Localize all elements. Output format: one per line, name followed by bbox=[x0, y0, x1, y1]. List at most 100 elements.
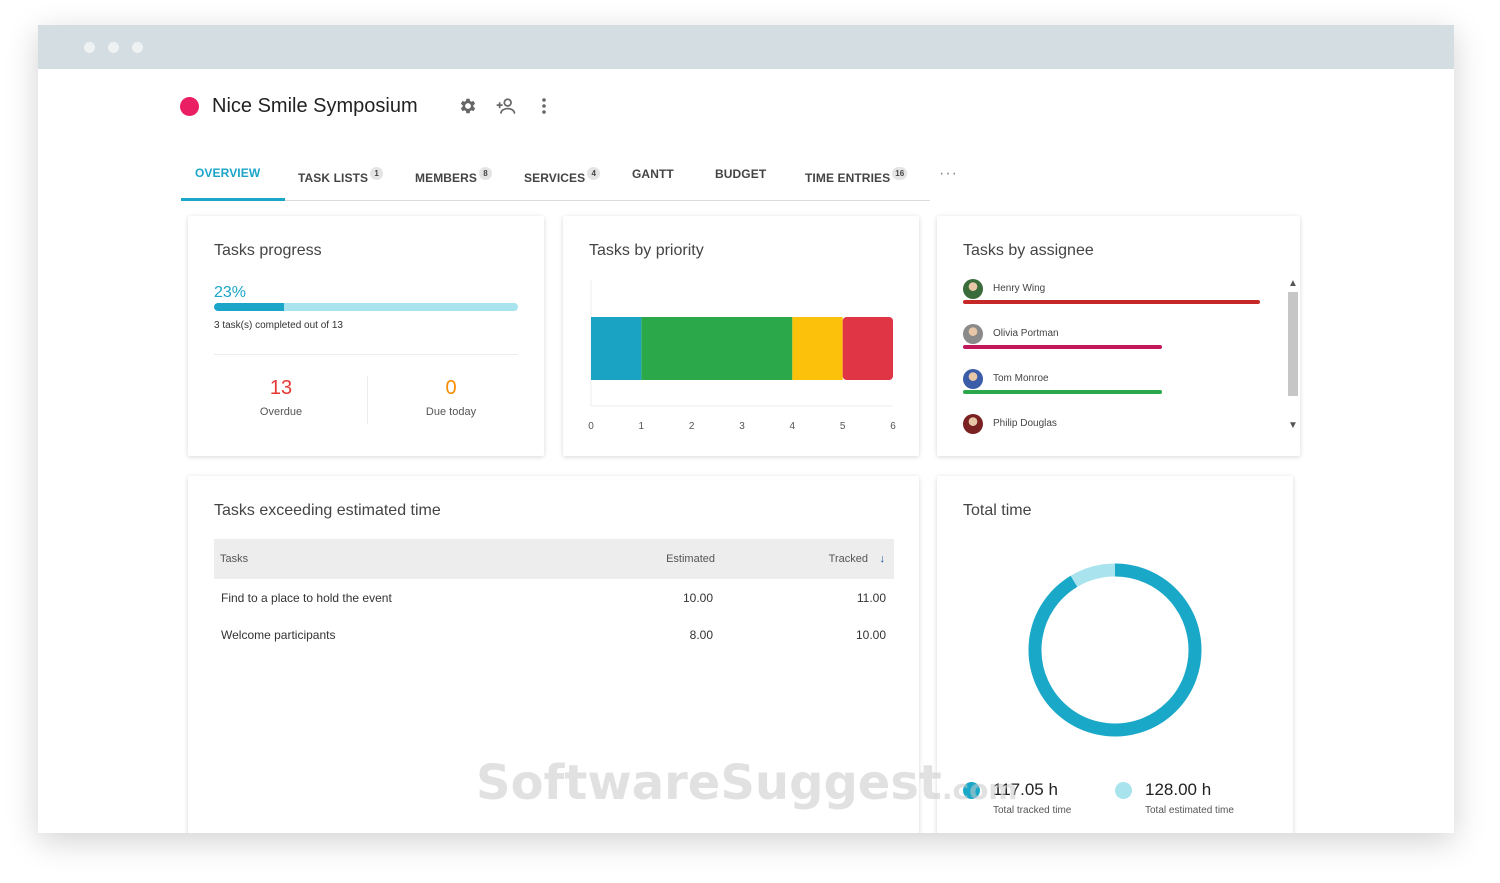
donut-slice[interactable] bbox=[1028, 563, 1202, 737]
card-title: Tasks exceeding estimated time bbox=[214, 502, 441, 519]
estimated-label: Total estimated time bbox=[1145, 805, 1234, 816]
table-row[interactable]: Find to a place to hold the event 10.00 … bbox=[214, 579, 894, 616]
tasks-progress-card: Tasks progress 23% 3 task(s) completed o… bbox=[188, 216, 544, 456]
due-today-count: 0 bbox=[445, 377, 457, 399]
estimated-legend-dot bbox=[1115, 782, 1132, 799]
task-cell: Welcome participants bbox=[221, 627, 336, 642]
donut-slice[interactable] bbox=[1070, 563, 1116, 587]
scroll-thumb[interactable] bbox=[1288, 292, 1298, 396]
due-today-label: Due today bbox=[425, 406, 477, 418]
x-tick-label: 3 bbox=[739, 421, 745, 432]
priority-chart: 0 1 2 3 4 5 6 bbox=[588, 280, 896, 432]
x-tick-label: 4 bbox=[790, 421, 796, 432]
add-person-icon[interactable] bbox=[494, 95, 518, 117]
window-maximize-dot[interactable] bbox=[132, 42, 143, 53]
overdue-label: Overdue bbox=[259, 406, 303, 418]
tasks-exceeding-card: Tasks exceeding estimated time Tasks Est… bbox=[188, 476, 919, 833]
assignee-name: Henry Wing bbox=[993, 283, 1046, 294]
tracked-cell: 11.00 bbox=[856, 590, 886, 605]
overdue-count: 13 bbox=[269, 377, 293, 399]
total-time-card: Total time 117.05 h Total tracked time 1… bbox=[937, 476, 1293, 833]
sort-descending-icon[interactable]: ↓ bbox=[879, 553, 886, 565]
watermark-main: SoftwareSuggest bbox=[476, 755, 942, 811]
tab-budget[interactable]: BUDGET bbox=[715, 167, 766, 181]
table-row[interactable]: Welcome participants 8.00 10.00 bbox=[214, 616, 894, 653]
assignee-row[interactable]: Philip Douglas bbox=[963, 414, 1263, 444]
estimated-cell: 10.00 bbox=[682, 590, 713, 605]
tasks-by-assignee-card: Tasks by assignee Henry Wing Olivia Portm… bbox=[937, 216, 1300, 456]
estimated-cell: 8.00 bbox=[689, 627, 713, 642]
tab-time-entries[interactable]: TIME ENTRIES 16 bbox=[805, 167, 908, 185]
tab-label: TIME ENTRIES bbox=[805, 171, 891, 185]
progress-note: 3 task(s) completed out of 13 bbox=[214, 320, 343, 331]
window-minimize-dot[interactable] bbox=[108, 42, 119, 53]
project-title: Nice Smile Symposium bbox=[212, 94, 418, 117]
avatar bbox=[963, 324, 983, 344]
column-header-tracked[interactable]: Tracked bbox=[828, 553, 868, 565]
project-color-dot bbox=[180, 96, 199, 116]
priority-bar-segment[interactable] bbox=[792, 317, 843, 380]
scroll-up-icon[interactable]: ▲ bbox=[1288, 278, 1298, 289]
scroll-down-icon[interactable]: ▼ bbox=[1288, 420, 1298, 431]
assignee-row[interactable]: Olivia Portman bbox=[963, 324, 1263, 354]
header-actions bbox=[456, 95, 556, 117]
tracked-label: Total tracked time bbox=[993, 805, 1072, 816]
assignee-row[interactable]: Tom Monroe bbox=[963, 369, 1263, 399]
window-close-dot[interactable] bbox=[84, 42, 95, 53]
tab-overview[interactable]: OVERVIEW bbox=[195, 166, 260, 180]
tab-services[interactable]: SERVICES 4 bbox=[524, 167, 601, 185]
count-badge: 1 bbox=[370, 167, 384, 180]
browser-window: Nice Smile Symposium OVERVIEW TASK LISTS… bbox=[38, 25, 1454, 833]
gear-icon[interactable] bbox=[456, 95, 480, 117]
count-badge: 8 bbox=[479, 167, 493, 180]
active-tab-indicator bbox=[181, 198, 285, 201]
assignee-bar bbox=[963, 345, 1162, 349]
tab-label: BUDGET bbox=[715, 167, 767, 181]
progress-bar bbox=[214, 303, 518, 311]
tasks-table: Tasks Estimated Tracked ↓ Find to a plac… bbox=[214, 539, 894, 653]
progress-percent: 23% bbox=[214, 284, 247, 301]
card-title: Tasks progress bbox=[214, 242, 322, 259]
assignee-name: Tom Monroe bbox=[993, 373, 1049, 384]
more-vertical-icon[interactable] bbox=[532, 95, 556, 117]
tab-members[interactable]: MEMBERS 8 bbox=[415, 167, 493, 185]
scrollbar[interactable]: ▲ ▼ bbox=[1287, 278, 1299, 434]
assignee-name: Philip Douglas bbox=[993, 418, 1057, 429]
tab-label: SERVICES bbox=[524, 171, 586, 185]
x-tick-label: 5 bbox=[840, 421, 846, 432]
priority-bar-segment[interactable] bbox=[641, 317, 793, 380]
assignee-row[interactable]: Henry Wing bbox=[963, 279, 1263, 309]
tab-bar: OVERVIEW TASK LISTS 1 MEMBERS 8 SERVICES 4 … bbox=[181, 139, 957, 201]
count-badge: 4 bbox=[587, 167, 601, 180]
watermark-suffix: .com bbox=[941, 773, 1018, 806]
progress-bar-fill bbox=[214, 303, 284, 311]
divider bbox=[214, 354, 518, 355]
priority-bar-segment[interactable] bbox=[591, 317, 642, 380]
tab-task-lists[interactable]: TASK LISTS 1 bbox=[298, 167, 384, 185]
x-tick-label: 6 bbox=[890, 421, 896, 432]
tab-gantt[interactable]: GANTT bbox=[632, 167, 674, 181]
avatar bbox=[963, 279, 983, 299]
tracked-legend-dot bbox=[963, 782, 980, 799]
tab-label: TASK LISTS bbox=[298, 171, 369, 185]
divider bbox=[367, 376, 368, 424]
column-header-tasks[interactable]: Tasks bbox=[220, 553, 249, 565]
table-header: Tasks Estimated Tracked ↓ bbox=[214, 539, 894, 579]
priority-bar-segment[interactable] bbox=[842, 317, 893, 380]
task-cell: Find to a place to hold the event bbox=[221, 590, 392, 605]
estimated-value: 128.00 h bbox=[1145, 780, 1212, 799]
column-header-estimated[interactable]: Estimated bbox=[666, 553, 715, 565]
tracked-cell: 10.00 bbox=[855, 627, 886, 642]
avatar bbox=[963, 414, 983, 434]
window-titlebar bbox=[38, 25, 1454, 69]
count-badge: 16 bbox=[892, 167, 908, 180]
tasks-by-priority-card: Tasks by priority 0 1 2 3 4 5 6 bbox=[563, 216, 919, 456]
avatar bbox=[963, 369, 983, 389]
more-horizontal-icon[interactable]: ··· bbox=[939, 165, 958, 182]
assignee-name: Olivia Portman bbox=[993, 328, 1059, 339]
card-title: Total time bbox=[963, 502, 1032, 519]
x-tick-label: 0 bbox=[588, 421, 594, 432]
total-time-donut bbox=[1028, 563, 1202, 737]
x-tick-label: 2 bbox=[689, 421, 695, 432]
assignee-bar bbox=[963, 300, 1260, 304]
